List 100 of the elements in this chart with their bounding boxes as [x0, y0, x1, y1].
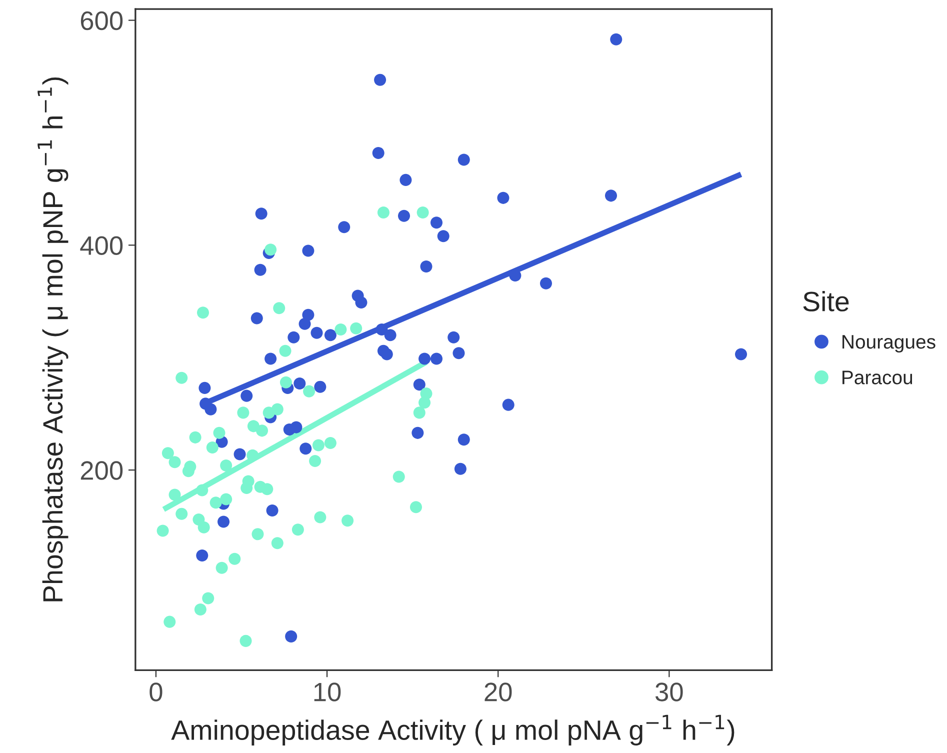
point: [292, 524, 304, 536]
point: [189, 431, 202, 444]
point: [271, 537, 284, 550]
point: [255, 208, 268, 220]
point: [372, 146, 384, 159]
point: [410, 501, 422, 514]
x-axis-title: Aminopeptidase Activity ( μ mol pNA g$^{−1}$ h$^{−1}$): [171, 714, 734, 746]
point: [168, 456, 181, 468]
point: [264, 352, 277, 365]
point: [280, 376, 292, 388]
point: [194, 603, 206, 616]
point: [202, 592, 214, 604]
point: [240, 390, 253, 402]
point: [604, 190, 618, 202]
y-axis-title: Phosphatase Activity ( μ mol pNP g$^{−1}$ h$^{−1}$): [38, 77, 68, 602]
point: [418, 352, 431, 365]
point: [196, 549, 208, 562]
point: [168, 488, 181, 501]
point: [310, 326, 323, 339]
legend-label: Nouragues: [842, 335, 936, 353]
point: [374, 74, 386, 86]
point: [218, 516, 230, 528]
point: [314, 511, 326, 524]
point: [355, 296, 368, 309]
point: [458, 434, 470, 446]
point: [250, 312, 263, 324]
point: [400, 174, 412, 186]
point: [302, 244, 314, 257]
point: [264, 244, 277, 256]
point: [285, 630, 298, 642]
y-tick-label: 400: [80, 236, 123, 255]
point: [452, 347, 465, 360]
point: [220, 493, 232, 506]
point: [204, 403, 217, 416]
point: [377, 206, 390, 219]
point: [413, 378, 426, 391]
legend-title: Site: [803, 291, 849, 312]
point: [156, 524, 169, 537]
point: [420, 260, 432, 273]
point: [198, 521, 210, 534]
point: [454, 462, 466, 475]
x-tick-label: 0: [150, 682, 162, 702]
point: [162, 447, 174, 460]
point: [540, 277, 552, 290]
point: [416, 206, 429, 219]
point: [279, 344, 292, 357]
y-tick-label: 200: [80, 461, 123, 480]
point: [430, 352, 443, 365]
point: [298, 318, 311, 330]
point: [271, 403, 284, 416]
point: [196, 484, 208, 496]
point: [198, 382, 211, 394]
point: [196, 306, 210, 319]
point: [256, 424, 268, 437]
point: [234, 448, 246, 460]
x-tick-label: 20: [484, 682, 512, 702]
point: [376, 323, 388, 336]
point: [213, 426, 226, 439]
point: [176, 372, 188, 384]
point: [303, 385, 316, 398]
point: [314, 380, 326, 393]
point: [182, 465, 194, 478]
point: [240, 482, 253, 494]
legend-label: Paracou: [842, 370, 912, 384]
point: [228, 552, 241, 565]
x-tick-label: 10: [314, 682, 341, 702]
x-tick-label: 30: [655, 682, 683, 702]
point: [350, 322, 362, 334]
point: [735, 348, 748, 360]
point: [392, 470, 405, 483]
point: [430, 216, 443, 229]
point: [288, 331, 300, 344]
point: [497, 192, 510, 204]
point: [324, 329, 336, 342]
point: [334, 323, 347, 336]
point: [502, 398, 514, 411]
point: [398, 210, 410, 222]
point: [458, 154, 470, 166]
point: [237, 406, 250, 419]
point: [176, 508, 188, 520]
y-tick-label: 600: [80, 11, 123, 30]
point: [261, 483, 274, 496]
point: [210, 496, 222, 509]
point: [220, 460, 232, 472]
point: [273, 302, 286, 314]
point: [342, 514, 354, 527]
point: [240, 634, 252, 647]
point: [206, 442, 218, 454]
point: [610, 33, 622, 46]
point: [413, 406, 426, 419]
point: [164, 616, 176, 628]
point: [252, 528, 264, 540]
point: [384, 329, 396, 342]
point: [418, 396, 431, 409]
point: [380, 348, 393, 360]
point: [216, 562, 228, 574]
point: [324, 437, 336, 450]
point: [338, 221, 350, 234]
point: [309, 455, 322, 468]
point: [290, 421, 302, 434]
